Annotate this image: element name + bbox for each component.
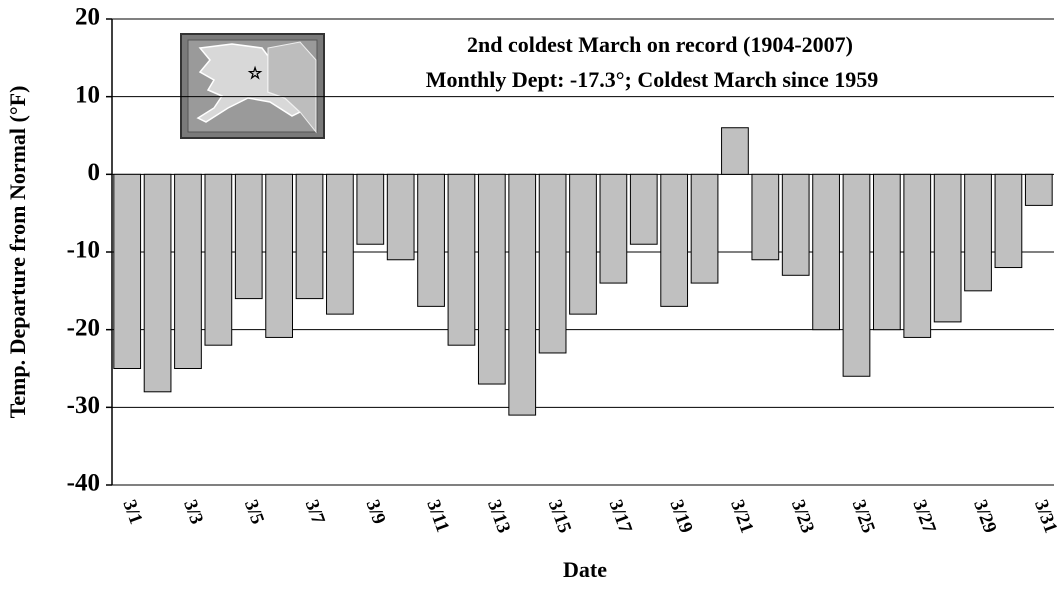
x-axis-label: Date [563,557,607,582]
bar [295,173,324,300]
x-tick-label: 3/9 [361,497,389,527]
bar [538,173,567,354]
x-tick-label: 3/13 [483,497,514,536]
x-tick-label: 3/11 [422,497,453,535]
y-tick-label: -30 [67,392,100,419]
bar [690,173,719,284]
y-axis-label: Temp. Departure from Normal (°F) [5,86,30,419]
bar [477,173,506,385]
bar [903,173,932,338]
bar [812,173,840,331]
x-tick-label: 3/1 [118,497,146,527]
bar [356,173,385,245]
bar [386,173,415,261]
bar [842,173,871,377]
bar [781,173,810,276]
bar [933,173,962,323]
bar [265,173,293,338]
x-tick-label: 3/7 [301,497,329,527]
bar [751,173,780,261]
y-tick-label: -20 [67,314,100,341]
bar [204,173,233,346]
y-tick-label: -10 [67,237,100,264]
bar [660,173,689,307]
bar [113,173,142,369]
y-tick-label: 0 [88,159,101,186]
bar [326,173,354,315]
bar [447,173,476,346]
bar [629,173,658,245]
x-tick-label: 3/23 [787,497,818,536]
x-tick-label: 3/17 [605,497,636,536]
bar [599,173,628,284]
chart-title: 2nd coldest March on record (1904-2007) [467,32,853,57]
bar [721,127,749,175]
x-tick-label: 3/25 [848,497,879,536]
x-tick-label: 3/21 [726,497,757,536]
svg-text:☆: ☆ [248,66,262,83]
bar [143,173,172,393]
bar [873,173,901,331]
bar [417,173,445,307]
x-tick-label: 3/27 [908,497,939,536]
bar [964,173,992,292]
x-tick-label: 3/3 [179,497,207,527]
x-tick-label: 3/29 [969,497,1000,536]
y-tick-label: 20 [75,4,100,31]
y-tick-label: 10 [75,81,100,108]
x-tick-label: 3/15 [544,497,575,536]
bar [994,173,1023,269]
map-inset: ☆ [180,33,325,139]
bar [234,173,263,300]
bar [174,173,202,369]
x-tick-label: 3/31 [1030,497,1061,536]
x-tick-label: 3/5 [240,497,268,527]
bar [508,173,537,416]
y-tick-label: -40 [67,470,100,497]
x-tick-label: 3/19 [665,497,696,536]
bar [1024,173,1053,206]
chart-subtitle: Monthly Dept: -17.3°; Coldest March sinc… [426,67,879,92]
bar [569,173,597,315]
